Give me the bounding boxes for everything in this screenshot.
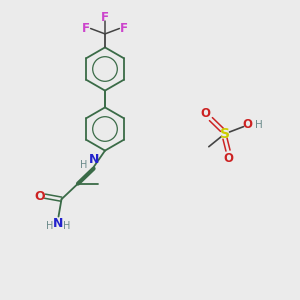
Text: F: F xyxy=(82,22,90,35)
Text: O: O xyxy=(34,190,45,203)
Text: S: S xyxy=(220,127,230,140)
Text: H: H xyxy=(255,119,262,130)
Text: O: O xyxy=(223,152,233,166)
Text: O: O xyxy=(200,106,210,120)
Text: O: O xyxy=(242,118,253,131)
Text: N: N xyxy=(53,217,64,230)
Text: H: H xyxy=(46,220,54,231)
Text: H: H xyxy=(80,160,88,170)
Text: F: F xyxy=(120,22,128,35)
Text: F: F xyxy=(101,11,109,24)
Text: H: H xyxy=(63,220,70,231)
Text: N: N xyxy=(88,153,99,166)
